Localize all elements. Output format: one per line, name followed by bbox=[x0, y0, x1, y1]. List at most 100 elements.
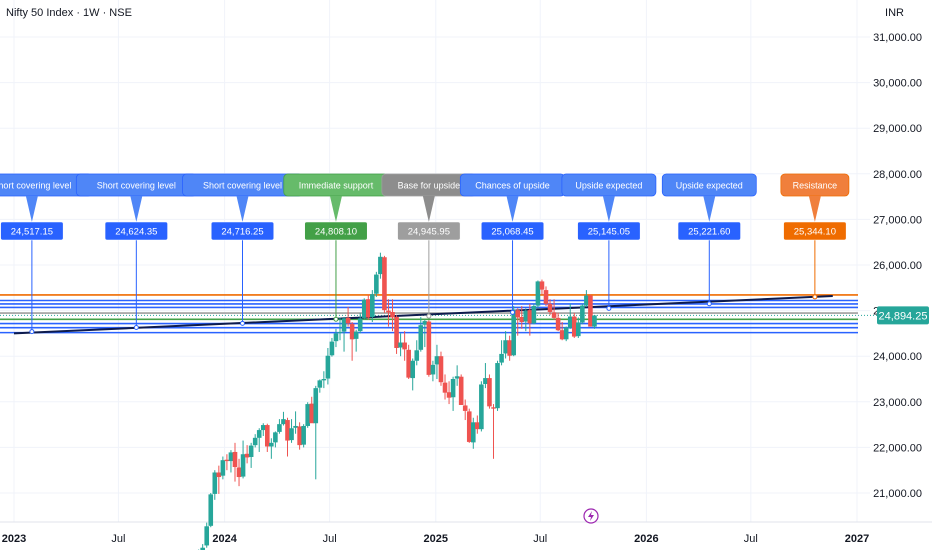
candle bbox=[237, 459, 242, 486]
candle-body bbox=[519, 317, 524, 322]
candle bbox=[204, 523, 209, 548]
candle-body bbox=[217, 472, 222, 477]
candle-body bbox=[309, 404, 314, 424]
candle bbox=[588, 295, 593, 327]
candle-body bbox=[386, 311, 391, 313]
candle-body bbox=[297, 426, 302, 445]
candle-body bbox=[269, 443, 274, 447]
callout-pointer bbox=[809, 196, 821, 222]
candle bbox=[564, 327, 569, 342]
candle bbox=[584, 290, 589, 307]
x-tick-label: Jul bbox=[533, 533, 547, 545]
callout-value: 25,068.45 bbox=[491, 227, 533, 238]
candle-body bbox=[471, 422, 476, 442]
candle-body bbox=[431, 365, 436, 375]
candle bbox=[208, 493, 213, 527]
candle-body bbox=[208, 494, 213, 525]
y-tick-label: 31,000.00 bbox=[873, 32, 922, 44]
candle bbox=[233, 443, 238, 482]
callout-pointer bbox=[603, 196, 615, 222]
callout-value: 24,945.95 bbox=[408, 227, 450, 238]
callout-value: 24,624.35 bbox=[115, 227, 157, 238]
candle-body bbox=[414, 350, 419, 360]
y-tick-label: 21,000.00 bbox=[873, 488, 922, 500]
candle-body bbox=[511, 310, 516, 356]
candle-body bbox=[560, 330, 565, 339]
candle bbox=[556, 313, 561, 331]
callout-pointer bbox=[507, 196, 519, 222]
candle-body bbox=[366, 299, 371, 317]
candle bbox=[334, 329, 339, 347]
candle-body bbox=[576, 322, 581, 336]
candle-body bbox=[406, 350, 411, 378]
candle bbox=[338, 317, 343, 340]
candle bbox=[382, 256, 387, 313]
y-tick-label: 26,000.00 bbox=[873, 260, 922, 272]
callout-label: Chances of upside bbox=[475, 181, 550, 191]
candle-body bbox=[370, 294, 375, 317]
candle bbox=[471, 418, 476, 449]
candle-body bbox=[548, 304, 553, 312]
candle bbox=[313, 386, 318, 479]
candle bbox=[447, 381, 452, 404]
callout-value: 25,344.10 bbox=[794, 227, 836, 238]
callout-pointer bbox=[330, 196, 342, 222]
x-tick-label: 2025 bbox=[424, 533, 448, 545]
callout-pointer bbox=[703, 196, 715, 222]
candle bbox=[475, 415, 480, 433]
candle bbox=[443, 374, 448, 399]
candle-body bbox=[463, 405, 468, 410]
candle-body bbox=[418, 325, 423, 350]
callout-marker bbox=[607, 306, 611, 310]
x-tick-label: 2026 bbox=[634, 533, 658, 545]
callout-label: Short covering level bbox=[0, 181, 71, 191]
candle bbox=[394, 315, 399, 354]
callout-label: Upside expected bbox=[575, 181, 642, 191]
candle-body bbox=[394, 317, 399, 348]
callout-marker bbox=[240, 321, 244, 325]
candle-body bbox=[483, 378, 488, 384]
candle bbox=[515, 308, 520, 335]
x-tick-label: 2023 bbox=[2, 533, 26, 545]
candle bbox=[273, 431, 278, 447]
candle bbox=[285, 418, 290, 457]
candle-body bbox=[572, 317, 577, 337]
x-tick-label: 2024 bbox=[212, 533, 237, 545]
candle-body bbox=[318, 380, 323, 387]
candle-body bbox=[568, 317, 573, 328]
candle bbox=[455, 365, 460, 386]
callout-label: Base for upside bbox=[398, 181, 461, 191]
candle-body bbox=[528, 310, 533, 323]
x-tick-label: 2027 bbox=[845, 533, 869, 545]
candle bbox=[261, 423, 266, 436]
candle bbox=[503, 331, 508, 358]
candle bbox=[463, 400, 468, 421]
candle bbox=[487, 374, 492, 408]
candle-body bbox=[584, 296, 589, 306]
candle bbox=[576, 317, 581, 338]
callout-label: Short covering level bbox=[203, 181, 282, 191]
candle-body bbox=[374, 275, 379, 294]
callout-label: Upside expected bbox=[676, 181, 743, 191]
candle bbox=[305, 402, 310, 428]
candle bbox=[217, 466, 222, 494]
candle-body bbox=[475, 422, 480, 429]
candle-body bbox=[354, 332, 359, 339]
candle-body bbox=[556, 318, 561, 330]
candle-body bbox=[322, 379, 327, 380]
callout-value: 24,517.15 bbox=[11, 227, 53, 238]
callout-value: 24,808.10 bbox=[315, 227, 357, 238]
candle bbox=[451, 377, 456, 411]
candle-body bbox=[564, 327, 569, 339]
candle-body bbox=[540, 281, 545, 289]
y-tick-label: 27,000.00 bbox=[873, 214, 922, 226]
y-tick-label: 24,000.00 bbox=[873, 351, 922, 363]
lightning-bolt-icon bbox=[584, 509, 598, 523]
candle-body bbox=[330, 342, 335, 356]
candle-body bbox=[350, 324, 355, 340]
candle-body bbox=[427, 322, 432, 375]
symbol-header[interactable]: Nifty 50 Index · 1W · NSE bbox=[6, 7, 132, 19]
callout-value: 25,221.60 bbox=[688, 227, 730, 238]
